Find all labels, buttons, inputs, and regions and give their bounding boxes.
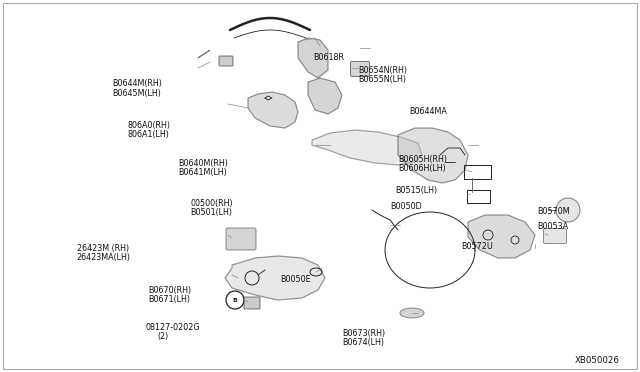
Text: B0606H(LH): B0606H(LH) — [398, 164, 446, 173]
Text: B0050D: B0050D — [390, 202, 422, 211]
Text: B0644MA: B0644MA — [410, 107, 447, 116]
FancyBboxPatch shape — [226, 228, 256, 250]
Text: B: B — [232, 298, 237, 302]
Text: B0640M(RH): B0640M(RH) — [178, 159, 228, 168]
Text: B0641M(LH): B0641M(LH) — [178, 168, 227, 177]
FancyBboxPatch shape — [219, 56, 233, 66]
Polygon shape — [312, 130, 422, 165]
Text: 26423MA(LH): 26423MA(LH) — [77, 253, 131, 262]
Text: B0501(LH): B0501(LH) — [191, 208, 233, 217]
Polygon shape — [398, 128, 468, 183]
Text: B0671(LH): B0671(LH) — [148, 295, 191, 304]
Text: B0515(LH): B0515(LH) — [396, 186, 438, 195]
FancyBboxPatch shape — [543, 228, 566, 244]
Text: B0670(RH): B0670(RH) — [148, 286, 191, 295]
Text: B0618R: B0618R — [314, 53, 344, 62]
Text: 806A1(LH): 806A1(LH) — [128, 130, 170, 139]
Text: B0674(LH): B0674(LH) — [342, 338, 384, 347]
Ellipse shape — [400, 308, 424, 318]
Polygon shape — [225, 256, 325, 300]
Polygon shape — [248, 92, 298, 128]
Text: B0644M(RH): B0644M(RH) — [112, 79, 162, 88]
Polygon shape — [308, 78, 342, 114]
Text: 26423M (RH): 26423M (RH) — [77, 244, 129, 253]
Text: B0655N(LH): B0655N(LH) — [358, 75, 406, 84]
Text: B0570M: B0570M — [538, 207, 570, 216]
Text: B0673(RH): B0673(RH) — [342, 329, 385, 338]
Text: (2): (2) — [157, 332, 169, 341]
Polygon shape — [298, 38, 328, 78]
Text: 08127-0202G: 08127-0202G — [146, 323, 200, 332]
Text: B0654N(RH): B0654N(RH) — [358, 66, 408, 75]
Text: XB050026: XB050026 — [575, 356, 620, 365]
Text: B0645M(LH): B0645M(LH) — [112, 89, 161, 97]
Text: B0605H(RH): B0605H(RH) — [398, 155, 447, 164]
Text: B0572U: B0572U — [461, 242, 493, 251]
Text: B0053A: B0053A — [538, 222, 569, 231]
Text: 00500(RH): 00500(RH) — [191, 199, 234, 208]
FancyBboxPatch shape — [351, 61, 369, 77]
Text: B0050E: B0050E — [280, 275, 311, 284]
Polygon shape — [198, 50, 210, 58]
FancyBboxPatch shape — [244, 297, 260, 309]
Polygon shape — [468, 215, 535, 258]
Circle shape — [556, 198, 580, 222]
Text: 806A0(RH): 806A0(RH) — [128, 121, 171, 130]
